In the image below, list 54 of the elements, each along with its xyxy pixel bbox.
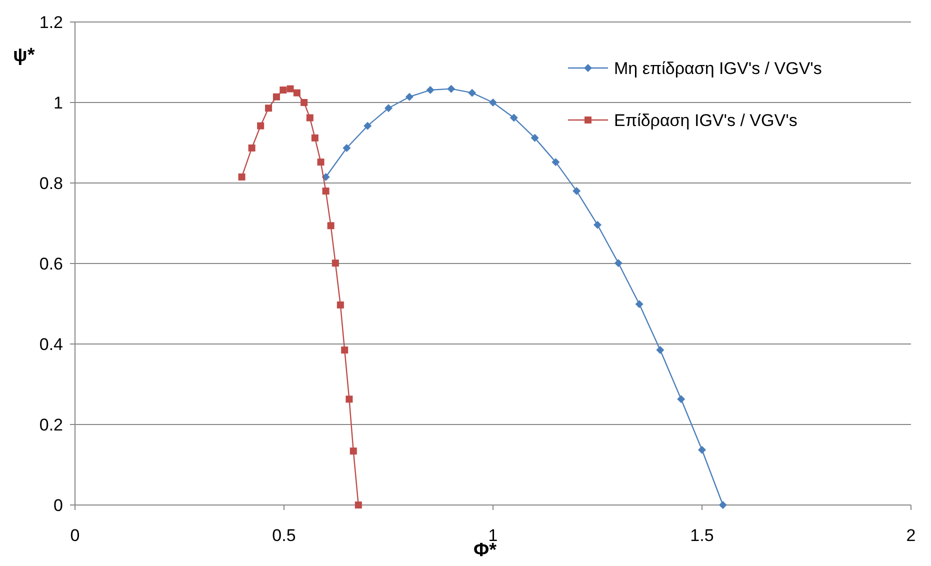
- point: [280, 86, 287, 94]
- point: [354, 502, 362, 508]
- point: [718, 501, 727, 509]
- point: [426, 86, 434, 94]
- y-tick-label: 1: [54, 93, 63, 112]
- y-tick-label: 0: [54, 496, 63, 515]
- point: [332, 260, 339, 267]
- point: [293, 89, 300, 96]
- point: [384, 104, 392, 112]
- point: [447, 84, 456, 93]
- y-tick-label: 1.2: [39, 12, 63, 32]
- y-tick-label: 0.6: [39, 254, 63, 274]
- point: [572, 187, 581, 196]
- x-axis-title: Φ*: [474, 540, 498, 561]
- point: [635, 300, 644, 308]
- point: [272, 93, 280, 100]
- point: [405, 92, 414, 101]
- point: [306, 114, 314, 122]
- point: [317, 158, 324, 166]
- point: [350, 448, 357, 455]
- point: [327, 222, 334, 230]
- point: [248, 144, 256, 152]
- y-axis-title: ψ*: [13, 45, 36, 66]
- point: [257, 122, 264, 130]
- point: [238, 173, 246, 180]
- x-tick-label: 0: [70, 526, 80, 545]
- point: [300, 99, 308, 106]
- point: [346, 396, 353, 403]
- point: [698, 446, 706, 454]
- point: [468, 88, 476, 97]
- x-tick-label: 2: [906, 526, 916, 545]
- x-tick-label: 0.5: [272, 526, 296, 545]
- point: [614, 259, 622, 268]
- point: [342, 144, 351, 152]
- point: [552, 158, 560, 166]
- point: [656, 346, 664, 354]
- y-tick-label: 0.2: [39, 415, 63, 434]
- point: [336, 301, 344, 308]
- point: [594, 220, 602, 229]
- x-tick-label: 1.5: [690, 526, 714, 545]
- point: [286, 85, 294, 92]
- point: [510, 114, 518, 122]
- y-tick-label: 0.8: [39, 174, 63, 193]
- y-tick-label: 0.4: [39, 334, 63, 354]
- point: [530, 134, 539, 142]
- point: [677, 395, 686, 404]
- legend-label: Επίδραση IGV's / VGV's: [614, 110, 798, 130]
- point: [364, 122, 372, 130]
- point: [265, 104, 272, 112]
- point: [322, 188, 330, 195]
- point: [489, 98, 497, 106]
- point: [311, 134, 318, 142]
- point: [341, 346, 348, 354]
- legend-label: Μη επίδραση IGV's / VGV's: [614, 58, 822, 78]
